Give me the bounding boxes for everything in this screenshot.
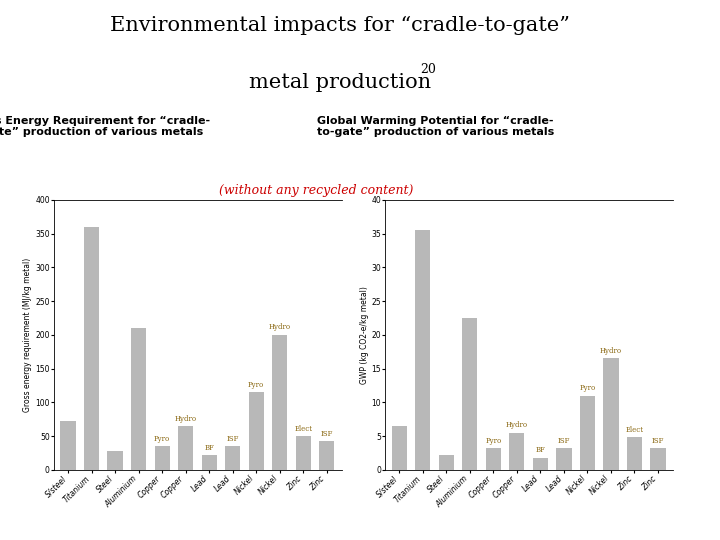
Bar [155,446,170,470]
Bar [296,436,311,470]
Bar [486,448,501,470]
Text: ISF: ISF [227,435,239,443]
Bar [438,455,454,470]
Bar [627,437,642,470]
Bar [131,328,146,470]
Bar [509,433,524,470]
Bar [248,392,264,470]
Y-axis label: Gross energy requirement (MJ/kg metal): Gross energy requirement (MJ/kg metal) [24,258,32,412]
Text: Hydro: Hydro [269,323,291,332]
Text: Elect: Elect [294,424,312,433]
Text: 20: 20 [420,63,436,76]
Bar [392,426,407,470]
Text: Gross Energy Requirement for “cradle-
to-gate” production of various metals: Gross Energy Requirement for “cradle- to… [0,116,210,137]
Text: Pyro: Pyro [154,435,170,443]
Bar [319,442,334,470]
Text: Hydro: Hydro [600,347,622,355]
Bar [202,455,217,470]
Bar [603,359,618,470]
Text: ISF: ISF [558,437,570,445]
Text: BF: BF [536,446,545,454]
Text: Pyro: Pyro [580,384,595,392]
Bar [60,421,76,470]
Text: BF: BF [204,443,214,451]
Text: Elect: Elect [626,426,644,434]
Text: Hydro: Hydro [505,421,528,429]
Text: metal production: metal production [249,73,431,92]
Bar [415,230,431,470]
Bar [178,426,193,470]
Y-axis label: GWP (kg CO2-e/kg metal): GWP (kg CO2-e/kg metal) [359,286,369,384]
Bar [650,448,665,470]
Bar [225,446,240,470]
Bar [462,318,477,470]
Bar [272,335,287,470]
Text: (without any recycled content): (without any recycled content) [219,185,413,198]
Text: Environmental impacts for “cradle-to-gate”: Environmental impacts for “cradle-to-gat… [110,16,570,35]
Text: 16: 16 [693,516,707,526]
Text: Hydro: Hydro [174,415,197,422]
Text: Pyro: Pyro [248,381,264,389]
Text: Sustainability of Stainless Steels: Sustainability of Stainless Steels [696,175,705,343]
Bar [580,395,595,470]
Bar [107,451,123,470]
Text: ISF: ISF [652,437,664,445]
Text: ISF: ISF [320,430,333,438]
Text: Pyro: Pyro [485,437,501,445]
Bar [533,457,548,470]
Bar [84,227,99,470]
Bar [557,448,572,470]
Text: Global Warming Potential for “cradle-
to-gate” production of various metals: Global Warming Potential for “cradle- to… [317,116,554,137]
